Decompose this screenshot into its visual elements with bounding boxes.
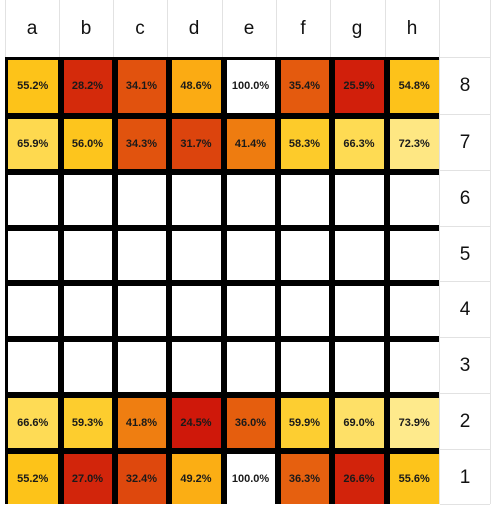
- gridline-vertical: [490, 0, 491, 504]
- cell-g5[interactable]: [334, 230, 384, 280]
- cell-e1[interactable]: 100.0%: [226, 453, 275, 504]
- cell-a3[interactable]: [8, 341, 58, 392]
- cell-c5[interactable]: [117, 230, 166, 280]
- gridline-horizontal: [440, 114, 490, 115]
- cell-d3[interactable]: [171, 341, 221, 392]
- cell-f2[interactable]: 59.9%: [280, 397, 329, 448]
- rank-label-2: 2: [459, 410, 471, 432]
- cell-f7[interactable]: 58.3%: [280, 118, 329, 169]
- cell-g7[interactable]: 66.3%: [334, 118, 384, 169]
- cell-a7[interactable]: 65.9%: [8, 118, 58, 169]
- cell-h8[interactable]: 54.8%: [389, 60, 439, 113]
- chessboard-heatmap: 55.2% 28.2% 34.1% 48.6% 100.0% 35.4% 25.9% 54.8…: [5, 57, 439, 504]
- cell-a2[interactable]: 66.6%: [8, 397, 58, 448]
- cell-b7[interactable]: 56.0%: [63, 118, 112, 169]
- cell-f6[interactable]: [280, 174, 329, 225]
- cell-e4[interactable]: [226, 285, 275, 336]
- cell-c3[interactable]: [117, 341, 166, 392]
- cell-b1[interactable]: 27.0%: [63, 453, 112, 504]
- cell-g6[interactable]: [334, 174, 384, 225]
- gridline-horizontal: [440, 504, 490, 505]
- cell-g2[interactable]: 69.0%: [334, 397, 384, 448]
- cell-h1[interactable]: 55.6%: [389, 453, 439, 504]
- gridline-horizontal: [440, 449, 490, 450]
- cell-c6[interactable]: [117, 174, 166, 225]
- rank-label-1: 1: [459, 466, 471, 488]
- cell-b3[interactable]: [63, 341, 112, 392]
- rank-label-3: 3: [459, 354, 471, 376]
- file-label-b: b: [80, 17, 92, 39]
- rank-label-7: 7: [459, 131, 471, 153]
- cell-a4[interactable]: [8, 285, 58, 336]
- cell-c2[interactable]: 41.8%: [117, 397, 166, 448]
- cell-a8[interactable]: 55.2%: [8, 60, 58, 113]
- cell-c7[interactable]: 34.3%: [117, 118, 166, 169]
- cell-h3[interactable]: [389, 341, 439, 392]
- rank-label-8: 8: [459, 74, 471, 96]
- cell-e5[interactable]: [226, 230, 275, 280]
- gridline-horizontal: [440, 281, 490, 282]
- rank-label-5: 5: [459, 243, 471, 265]
- file-label-a: a: [26, 17, 38, 39]
- cell-h2[interactable]: 73.9%: [389, 397, 439, 448]
- gridline-vertical: [439, 0, 440, 504]
- cell-c1[interactable]: 32.4%: [117, 453, 166, 504]
- gridline-horizontal: [440, 57, 490, 58]
- cell-a6[interactable]: [8, 174, 58, 225]
- cell-f8[interactable]: 35.4%: [280, 60, 329, 113]
- cell-a1[interactable]: 55.2%: [8, 453, 58, 504]
- cell-e7[interactable]: 41.4%: [226, 118, 275, 169]
- gridline-horizontal: [440, 226, 490, 227]
- gridline-horizontal: [440, 170, 490, 171]
- cell-e6[interactable]: [226, 174, 275, 225]
- cell-h5[interactable]: [389, 230, 439, 280]
- cell-d1[interactable]: 49.2%: [171, 453, 221, 504]
- cell-e2[interactable]: 36.0%: [226, 397, 275, 448]
- file-label-c: c: [135, 17, 145, 39]
- cell-a5[interactable]: [8, 230, 58, 280]
- cell-b4[interactable]: [63, 285, 112, 336]
- rank-label-6: 6: [459, 187, 471, 209]
- gridline-horizontal: [440, 393, 490, 394]
- rank-label-4: 4: [459, 298, 471, 320]
- cell-f3[interactable]: [280, 341, 329, 392]
- cell-b8[interactable]: 28.2%: [63, 60, 112, 113]
- cell-c4[interactable]: [117, 285, 166, 336]
- cell-d2[interactable]: 24.5%: [171, 397, 221, 448]
- cell-g1[interactable]: 26.6%: [334, 453, 384, 504]
- cell-b5[interactable]: [63, 230, 112, 280]
- cell-d6[interactable]: [171, 174, 221, 225]
- cell-g8[interactable]: 25.9%: [334, 60, 384, 113]
- cell-c8[interactable]: 34.1%: [117, 60, 166, 113]
- file-label-e: e: [243, 17, 255, 39]
- cell-b6[interactable]: [63, 174, 112, 225]
- file-label-d: d: [188, 17, 200, 39]
- cell-e8[interactable]: 100.0%: [226, 60, 275, 113]
- cell-d7[interactable]: 31.7%: [171, 118, 221, 169]
- cell-d5[interactable]: [171, 230, 221, 280]
- cell-d8[interactable]: 48.6%: [171, 60, 221, 113]
- cell-h4[interactable]: [389, 285, 439, 336]
- file-label-h: h: [406, 17, 418, 39]
- cell-h7[interactable]: 72.3%: [389, 118, 439, 169]
- cell-d4[interactable]: [171, 285, 221, 336]
- file-label-g: g: [351, 17, 363, 39]
- gridline-horizontal: [440, 337, 490, 338]
- cell-b2[interactable]: 59.3%: [63, 397, 112, 448]
- cell-f1[interactable]: 36.3%: [280, 453, 329, 504]
- cell-f4[interactable]: [280, 285, 329, 336]
- cell-f5[interactable]: [280, 230, 329, 280]
- cell-g3[interactable]: [334, 341, 384, 392]
- cell-h6[interactable]: [389, 174, 439, 225]
- cell-e3[interactable]: [226, 341, 275, 392]
- cell-g4[interactable]: [334, 285, 384, 336]
- file-label-f: f: [300, 17, 306, 39]
